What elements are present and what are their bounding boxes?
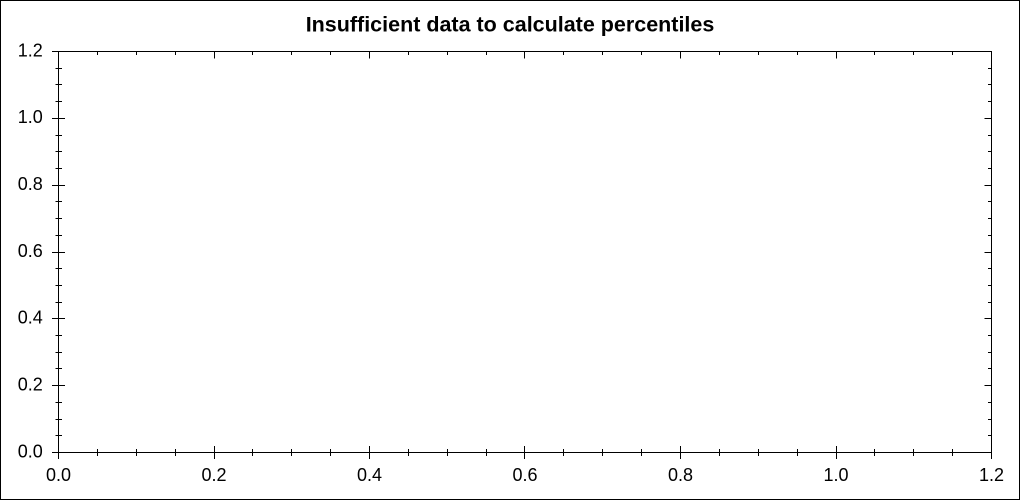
svg-text:0.0: 0.0 [46, 465, 71, 485]
svg-text:0.2: 0.2 [201, 465, 226, 485]
svg-text:1.0: 1.0 [18, 107, 43, 127]
svg-text:0.8: 0.8 [668, 465, 693, 485]
svg-text:1.0: 1.0 [823, 465, 848, 485]
svg-text:1.2: 1.2 [979, 465, 1004, 485]
svg-text:Insufficient data to calculate: Insufficient data to calculate percentil… [306, 13, 715, 37]
svg-text:0.0: 0.0 [18, 441, 43, 461]
svg-text:0.6: 0.6 [18, 241, 43, 261]
svg-text:0.8: 0.8 [18, 174, 43, 194]
svg-text:0.4: 0.4 [357, 465, 382, 485]
svg-text:0.6: 0.6 [512, 465, 537, 485]
svg-text:0.4: 0.4 [18, 308, 43, 328]
svg-text:0.2: 0.2 [18, 374, 43, 394]
svg-text:1.2: 1.2 [18, 40, 43, 60]
